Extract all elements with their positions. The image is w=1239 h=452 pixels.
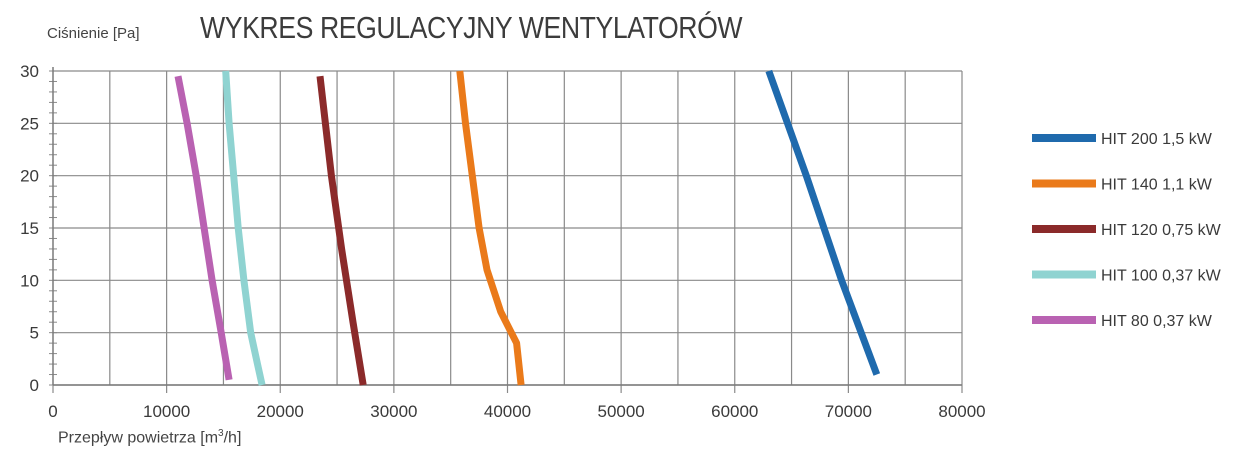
x-tick-label-0: 0: [48, 402, 57, 421]
x-tick-label-50000: 50000: [597, 402, 644, 421]
x-axis-label-sup: 3: [218, 428, 224, 439]
y-tick-label-30: 30: [20, 62, 39, 81]
legend-label-5: HIT 80 0,37 kW: [1101, 313, 1213, 330]
y-axis-label: Ciśnienie [Pa]: [47, 25, 140, 42]
x-axis-label-main: Przepływ powietrza [m: [58, 429, 219, 447]
x-axis-label: Przepływ powietrza [m3/h]: [58, 428, 241, 447]
y-tick-label-0: 0: [30, 376, 39, 395]
y-tick-label-15: 15: [20, 219, 39, 238]
y-tick-label-5: 5: [30, 324, 39, 343]
y-tick-label-20: 20: [20, 167, 39, 186]
series-line-1: [765, 69, 881, 376]
y-tick-label-25: 25: [20, 114, 39, 133]
series-line-4: [222, 70, 266, 386]
x-tick-label-80000: 80000: [938, 402, 985, 421]
x-axis-label-end: /h]: [223, 429, 242, 447]
x-tick-label-20000: 20000: [257, 402, 304, 421]
series-line-2: [456, 70, 525, 386]
x-tick-label-10000: 10000: [143, 402, 190, 421]
legend-label-3: HIT 120 0,75 kW: [1101, 222, 1222, 239]
legend-label-4: HIT 100 0,37 kW: [1101, 268, 1222, 285]
legend-label-2: HIT 140 1,1 kW: [1101, 177, 1213, 194]
x-tick-label-60000: 60000: [711, 402, 758, 421]
x-tick-label-30000: 30000: [370, 402, 417, 421]
series-line-3: [316, 75, 367, 386]
x-tick-label-40000: 40000: [484, 402, 531, 421]
chart-title: WYKRES REGULACYJNY WENTYLATORÓW: [200, 10, 743, 45]
y-tick-label-10: 10: [20, 271, 39, 290]
x-tick-label-70000: 70000: [825, 402, 872, 421]
series-line-5: [174, 75, 233, 381]
legend-label-1: HIT 200 1,5 kW: [1101, 131, 1213, 148]
